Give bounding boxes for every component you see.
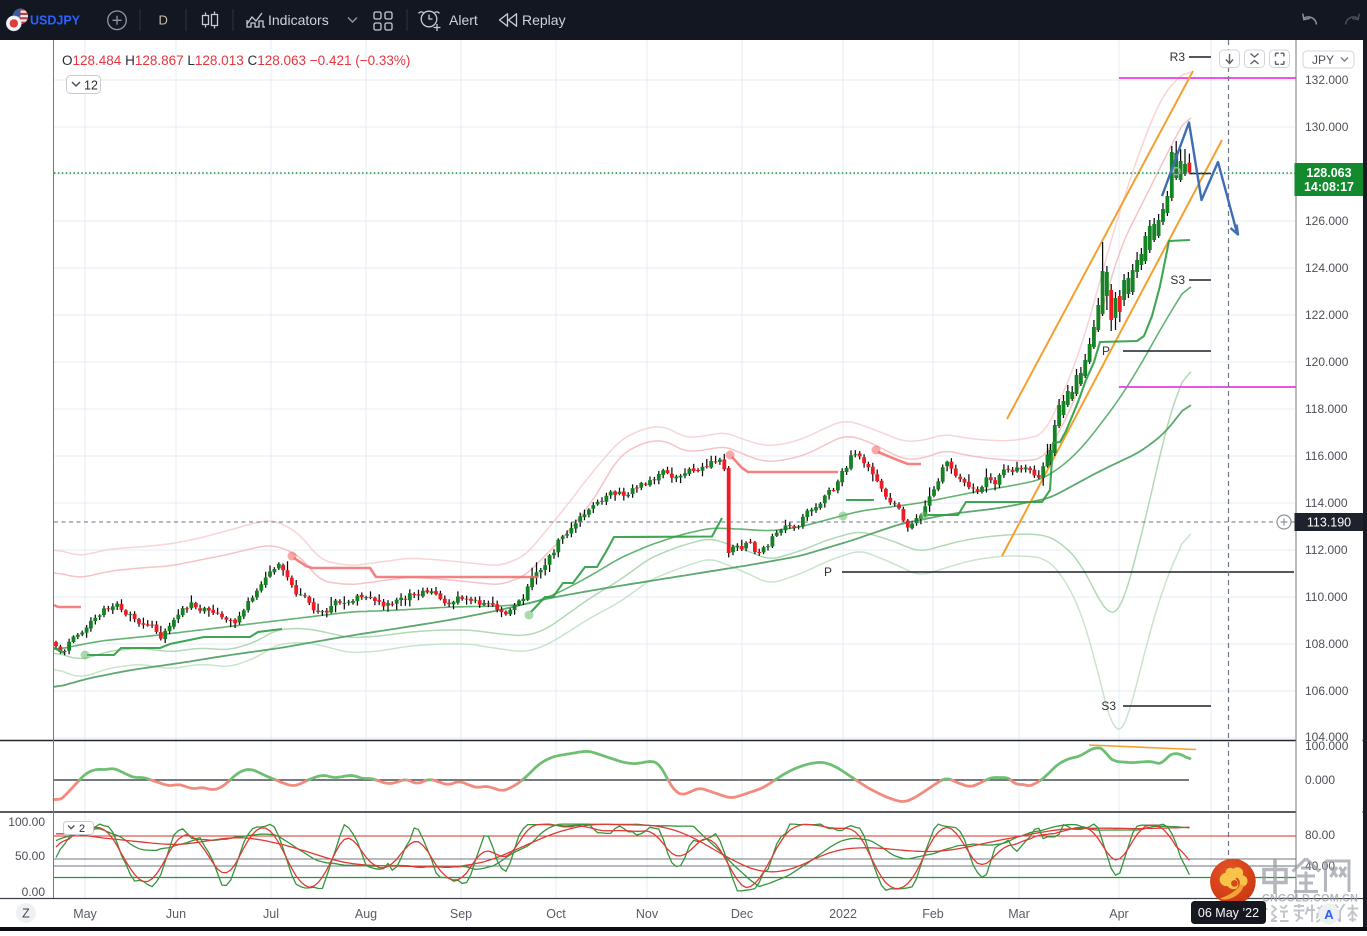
svg-text:Aug: Aug — [355, 907, 377, 921]
svg-text:Jul: Jul — [263, 907, 279, 921]
svg-text:0.00: 0.00 — [22, 885, 46, 899]
svg-text:113.190: 113.190 — [1307, 516, 1351, 530]
svg-text:Alert: Alert — [449, 12, 478, 28]
svg-text:2022: 2022 — [829, 907, 857, 921]
svg-text:JPY: JPY — [1312, 53, 1334, 67]
svg-text:80.00: 80.00 — [1305, 828, 1335, 842]
svg-text:100.000: 100.000 — [1305, 739, 1349, 753]
svg-text:Sep: Sep — [450, 907, 472, 921]
svg-text:0.000: 0.000 — [1305, 773, 1335, 787]
svg-text:A: A — [1324, 907, 1334, 922]
svg-text:P: P — [824, 565, 832, 579]
svg-text:06 May ’22: 06 May ’22 — [1198, 906, 1259, 920]
svg-text:50.00: 50.00 — [15, 849, 45, 863]
svg-text:110.000: 110.000 — [1305, 590, 1348, 604]
svg-text:Jun: Jun — [166, 907, 186, 921]
svg-text:114.000: 114.000 — [1305, 496, 1348, 510]
svg-text:118.000: 118.000 — [1305, 402, 1348, 416]
svg-text:Dec: Dec — [731, 907, 753, 921]
svg-text:Replay: Replay — [522, 12, 566, 28]
svg-text:O128.484 H128.867 L128.013: O128.484 H128.867 L128.013 C128.063 −0.4… — [62, 53, 410, 68]
svg-text:106.000: 106.000 — [1305, 684, 1349, 698]
svg-text:D: D — [159, 13, 168, 28]
svg-text:Nov: Nov — [636, 907, 659, 921]
svg-text:2: 2 — [79, 823, 85, 835]
svg-text:Feb: Feb — [922, 907, 944, 921]
svg-text:12: 12 — [84, 79, 98, 93]
svg-text:R3: R3 — [1170, 50, 1186, 64]
svg-text:104.000: 104.000 — [1305, 730, 1349, 744]
svg-text:Z: Z — [22, 907, 30, 921]
svg-text:116.000: 116.000 — [1305, 449, 1348, 463]
svg-text:124.000: 124.000 — [1305, 261, 1349, 275]
svg-text:100.00: 100.00 — [8, 815, 45, 829]
svg-text:122.000: 122.000 — [1305, 308, 1349, 322]
svg-text:126.000: 126.000 — [1305, 214, 1349, 228]
svg-text:14:08:17: 14:08:17 — [1304, 180, 1354, 194]
svg-text:USDJPY: USDJPY — [30, 14, 81, 28]
svg-text:P: P — [1102, 344, 1110, 358]
svg-text:S3: S3 — [1101, 699, 1116, 713]
svg-text:May: May — [73, 907, 97, 921]
svg-text:Mar: Mar — [1008, 907, 1030, 921]
svg-text:Indicators: Indicators — [268, 12, 329, 28]
svg-text:112.000: 112.000 — [1305, 543, 1348, 557]
svg-text:130.000: 130.000 — [1305, 120, 1349, 134]
svg-text:Oct: Oct — [546, 907, 566, 921]
svg-text:Apr: Apr — [1109, 907, 1128, 921]
svg-text:108.000: 108.000 — [1305, 637, 1349, 651]
svg-text:S3: S3 — [1170, 273, 1185, 287]
svg-text:132.000: 132.000 — [1305, 73, 1349, 87]
svg-text:128.063: 128.063 — [1306, 166, 1351, 180]
svg-text:CNGOLD.COM.CN: CNGOLD.COM.CN — [1262, 893, 1358, 905]
svg-text:120.000: 120.000 — [1305, 355, 1349, 369]
